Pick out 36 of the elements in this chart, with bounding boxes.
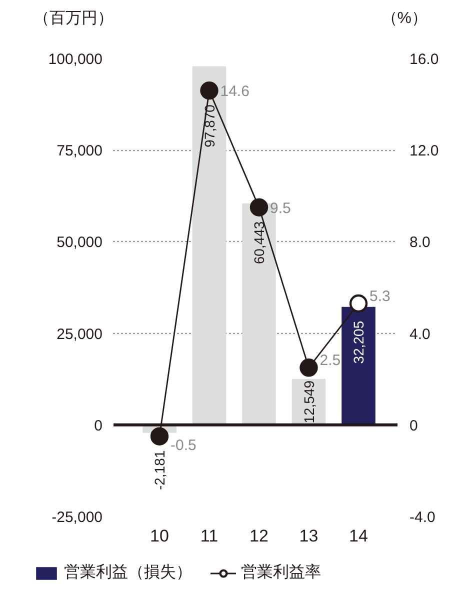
y2-tick-label: -4.0 <box>410 509 436 526</box>
data-label: 60,443 <box>251 221 267 264</box>
x-tick-label: 13 <box>299 526 318 546</box>
point <box>300 358 318 377</box>
x-tick-label: 11 <box>200 526 218 546</box>
legend-label: 営業利益（損失） <box>64 562 192 583</box>
y-tick-label: 25,000 <box>56 326 103 343</box>
data-label: -0.5 <box>170 436 196 454</box>
data-label: 2.5 <box>320 352 341 370</box>
data-label: -2,181 <box>152 450 168 490</box>
y2-tick-label: 0 <box>410 417 418 434</box>
y2-tick-label: 4.0 <box>410 326 430 343</box>
y2-tick-label: 8.0 <box>410 234 430 252</box>
y2-tick-label: 16.0 <box>410 51 439 68</box>
x-tick-label: 10 <box>150 526 169 546</box>
x-tick-label: 14 <box>349 526 368 546</box>
data-label: 5.3 <box>370 288 390 306</box>
bar <box>342 306 376 425</box>
y-tick-label: 0 <box>94 417 102 434</box>
y-tick-label: 100,000 <box>48 51 103 68</box>
data-label: 32,205 <box>350 320 366 364</box>
y-tick-label: -25,000 <box>52 509 102 526</box>
y-axis-title: （百万円） <box>34 10 114 27</box>
data-label: 12,549 <box>300 380 317 424</box>
x-tick-label: 12 <box>250 526 268 546</box>
point <box>200 81 218 100</box>
data-label: 9.5 <box>270 200 291 217</box>
data-label: 14.6 <box>220 83 250 100</box>
y2-tick-label: 12.0 <box>410 142 439 160</box>
legend-label: 営業利益率 <box>241 562 321 583</box>
point <box>250 198 268 216</box>
y-tick-label: 50,000 <box>56 234 103 252</box>
point <box>150 427 169 446</box>
y-tick-label: 75,000 <box>56 142 103 160</box>
point <box>349 294 368 313</box>
y2-axis-title: （%） <box>381 10 428 27</box>
